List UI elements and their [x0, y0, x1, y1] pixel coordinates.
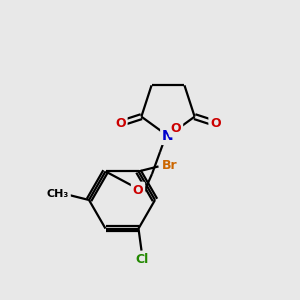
Text: O: O	[210, 117, 221, 130]
Text: Br: Br	[162, 159, 177, 172]
Text: O: O	[171, 122, 181, 136]
Text: O: O	[115, 117, 126, 130]
Text: O: O	[133, 184, 143, 196]
Text: Cl: Cl	[136, 253, 149, 266]
Text: N: N	[162, 129, 174, 143]
Text: CH₃: CH₃	[47, 189, 69, 199]
